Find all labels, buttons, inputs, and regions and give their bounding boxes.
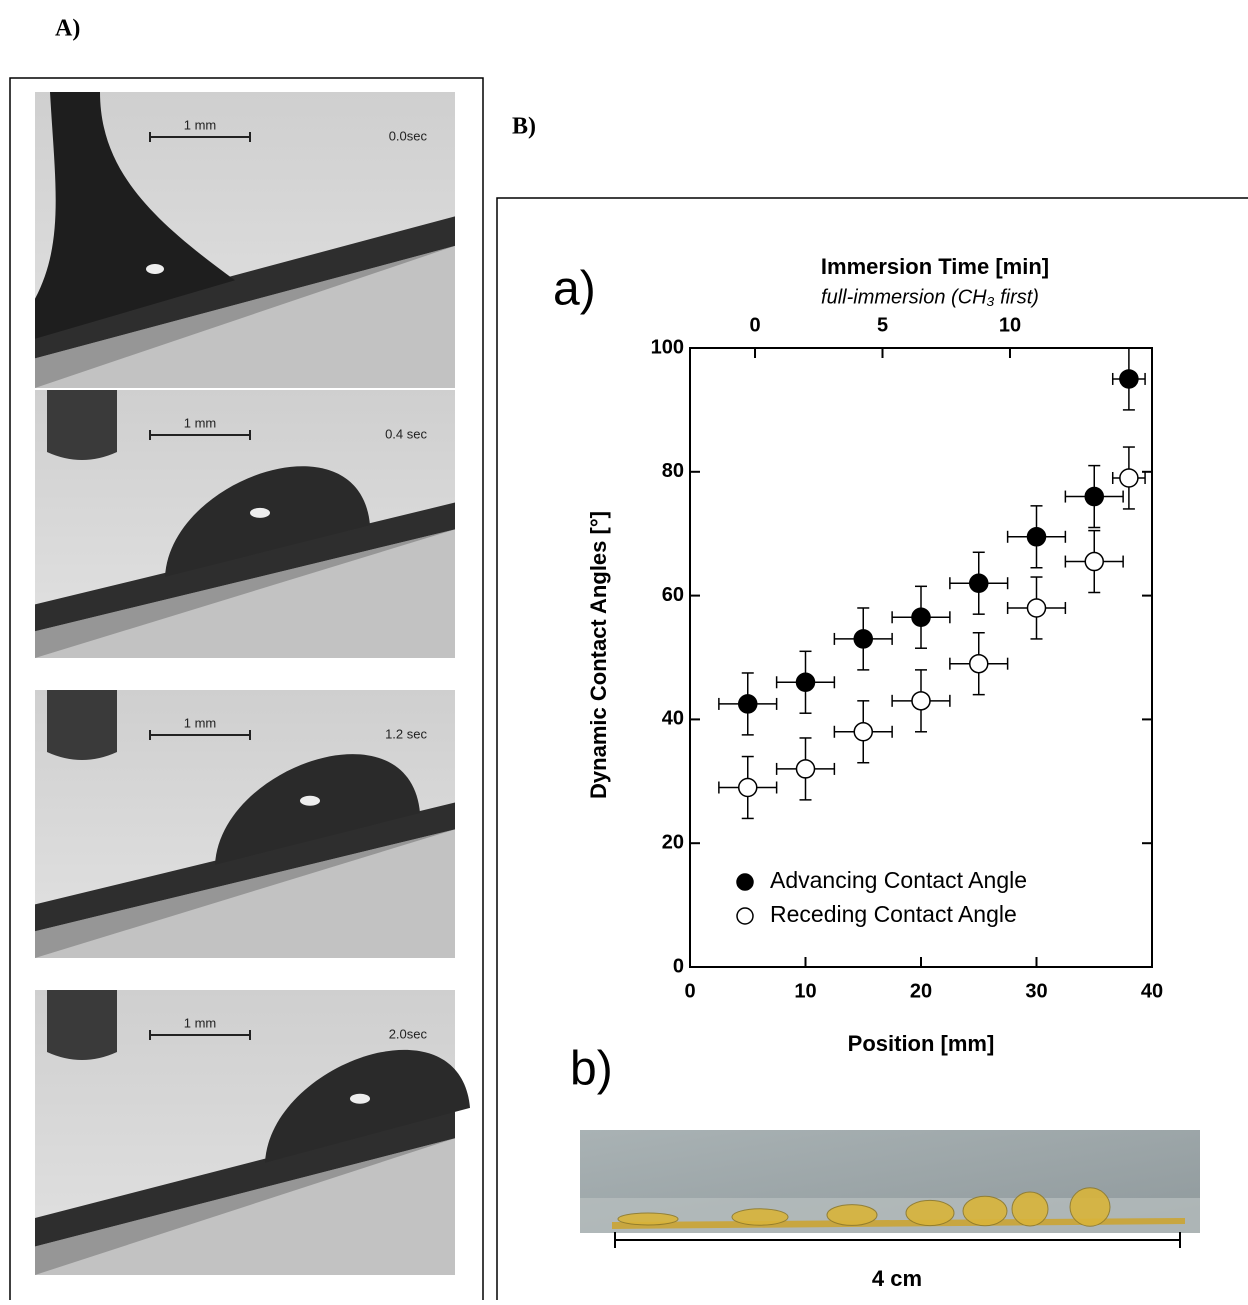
x2-tick-label: 0 bbox=[749, 314, 760, 336]
chart: a) Immersion Time [min] full-immersion (… bbox=[553, 254, 1163, 1056]
scale-label: 1 mm bbox=[184, 117, 217, 132]
needle bbox=[47, 990, 117, 1060]
photo-frame: 1 mm 0.0sec bbox=[35, 92, 455, 388]
marker bbox=[1084, 551, 1104, 572]
substrate-shadow bbox=[35, 245, 455, 388]
y-tick-label: 20 bbox=[662, 831, 684, 853]
x-axis-label: Position [mm] bbox=[848, 1031, 995, 1056]
chart-title: Immersion Time [min] bbox=[821, 254, 1049, 279]
highlight bbox=[250, 507, 270, 518]
droplet bbox=[905, 1199, 955, 1227]
marker bbox=[1084, 486, 1104, 507]
droplet bbox=[1069, 1187, 1111, 1227]
photo-frame: 1 mm 1.2 sec bbox=[35, 690, 455, 958]
marker bbox=[911, 607, 931, 628]
x-tick-label: 0 bbox=[684, 980, 695, 1002]
photo-sequence: 1 mm 0.0sec 1 mm 0.4 sec 1 mm 1.2 sec 1 mm 2.0s… bbox=[35, 92, 470, 1275]
panel-label: a) bbox=[553, 263, 596, 316]
droplet bbox=[731, 1208, 789, 1226]
x-tick-label: 20 bbox=[910, 980, 932, 1002]
y-tick-label: 80 bbox=[662, 460, 684, 482]
panel-frame bbox=[9, 77, 484, 1305]
scale-label: 1 mm bbox=[184, 1015, 217, 1030]
y-tick-label: 100 bbox=[651, 336, 684, 358]
y-tick-label: 0 bbox=[673, 955, 684, 977]
scale-label: 4 cm bbox=[872, 1266, 922, 1291]
time-label: 2.0sec bbox=[389, 1026, 428, 1041]
needle bbox=[47, 390, 117, 460]
y-tick-label: 60 bbox=[662, 584, 684, 606]
substrate bbox=[35, 1109, 455, 1247]
x-tick-label: 30 bbox=[1025, 980, 1047, 1002]
panel-label: A) bbox=[55, 16, 80, 42]
panel-frame bbox=[496, 197, 1248, 1305]
marker bbox=[1119, 369, 1139, 389]
y-axis-label: Dynamic Contact Angles [°] bbox=[586, 511, 611, 799]
droplet bbox=[617, 1212, 679, 1226]
marker bbox=[1026, 598, 1047, 618]
chart-subtitle: full-immersion (CH₃ first) bbox=[821, 286, 1039, 308]
legend-marker bbox=[736, 873, 754, 891]
legend-marker bbox=[736, 907, 754, 925]
scale-label: 1 mm bbox=[184, 415, 217, 430]
panel-label: B) bbox=[512, 114, 536, 140]
marker bbox=[738, 777, 758, 798]
highlight bbox=[146, 264, 164, 274]
droplet bbox=[1011, 1191, 1049, 1227]
substrate bbox=[35, 502, 455, 632]
marker bbox=[795, 759, 816, 779]
marker bbox=[1119, 468, 1139, 488]
photo-frame: 1 mm 2.0sec bbox=[35, 990, 470, 1275]
photo: b) 4 cm bbox=[570, 1043, 1200, 1291]
droplet bbox=[826, 1204, 878, 1226]
y-tick-label: 40 bbox=[662, 708, 684, 730]
marker bbox=[738, 694, 758, 714]
highlight bbox=[300, 795, 320, 806]
photo-frame: 1 mm 0.4 sec bbox=[35, 390, 455, 658]
marker bbox=[853, 629, 873, 649]
legend-label: Receding Contact Angle bbox=[770, 901, 1017, 927]
marker bbox=[911, 691, 931, 711]
time-label: 1.2 sec bbox=[385, 726, 427, 741]
time-label: 0.0sec bbox=[389, 128, 428, 143]
x-tick-label: 40 bbox=[1141, 980, 1163, 1002]
substrate bbox=[35, 216, 455, 359]
marker bbox=[1026, 527, 1047, 547]
x-tick-label: 10 bbox=[794, 980, 816, 1002]
x2-tick-label: 5 bbox=[877, 314, 888, 336]
marker bbox=[853, 722, 873, 742]
marker bbox=[969, 573, 989, 593]
panel-label: b) bbox=[570, 1043, 613, 1096]
marker bbox=[795, 672, 816, 693]
droplet bbox=[35, 92, 235, 339]
marker bbox=[969, 653, 989, 674]
scale-label: 1 mm bbox=[184, 715, 217, 730]
time-label: 0.4 sec bbox=[385, 426, 427, 441]
highlight bbox=[350, 1093, 370, 1104]
droplet bbox=[962, 1195, 1008, 1227]
substrate bbox=[35, 802, 455, 932]
legend-label: Advancing Contact Angle bbox=[770, 867, 1027, 893]
droplet bbox=[265, 1049, 470, 1163]
x2-tick-label: 10 bbox=[999, 314, 1021, 336]
droplet bbox=[215, 754, 420, 865]
needle bbox=[47, 690, 117, 760]
droplet bbox=[165, 466, 370, 577]
